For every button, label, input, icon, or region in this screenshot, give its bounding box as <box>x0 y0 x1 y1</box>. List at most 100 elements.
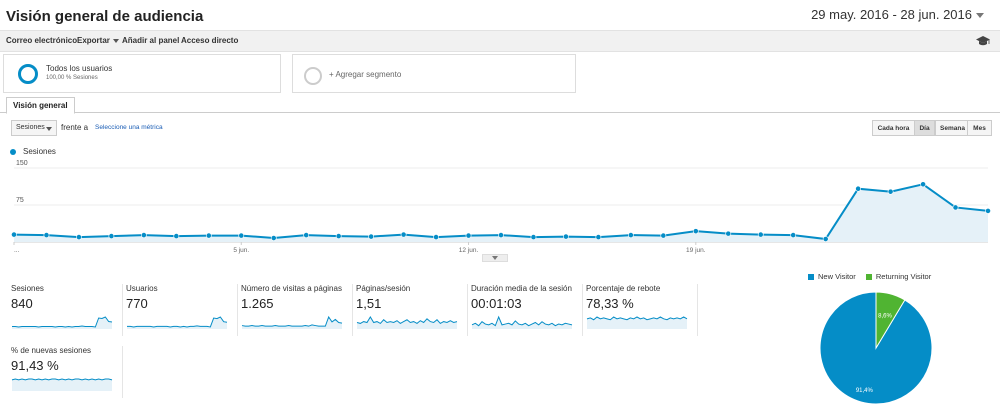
data-point[interactable] <box>140 232 147 238</box>
metric-card[interactable]: Sesiones 840 <box>11 284 123 336</box>
y-tick-label: 150 <box>16 160 28 167</box>
data-point[interactable] <box>238 232 245 239</box>
granularity-month-button[interactable]: Mes <box>967 120 992 136</box>
chart-expand-handle[interactable] <box>482 254 508 262</box>
metric-select-value: Sesiones <box>16 124 45 131</box>
data-point[interactable] <box>498 232 504 238</box>
metric-card[interactable]: Porcentaje de rebote 78,33 % <box>586 284 698 336</box>
granularity-week-button[interactable]: Semana <box>935 120 968 136</box>
data-point[interactable] <box>563 233 569 240</box>
metric-label: Duración media de la sesión <box>471 284 572 293</box>
data-point[interactable] <box>465 232 472 239</box>
x-tick-label: ... <box>14 247 20 254</box>
metric-sparkline <box>11 378 113 391</box>
data-point[interactable] <box>173 233 180 239</box>
pie-slice[interactable] <box>875 291 906 350</box>
chart-legend: Sesiones <box>10 147 56 156</box>
legend-returning-visitor: Returning Visitor <box>875 272 932 281</box>
x-tick-label: 19 jun. <box>686 247 706 254</box>
page-title: Visión general de audiencia <box>6 8 204 25</box>
metric-label: Páginas/sesión <box>356 284 411 293</box>
add-to-dashboard-button[interactable]: Añadir al panel <box>122 36 180 45</box>
data-point[interactable] <box>43 232 50 238</box>
data-point[interactable] <box>952 204 959 211</box>
segment-bar: Todos los usuarios 100,00 % Sesiones + A… <box>0 52 1000 96</box>
chart-controls: Sesiones frente a Seleccione una métrica… <box>0 118 1000 140</box>
metric-label: Número de visitas a páginas <box>241 284 342 293</box>
segment-all-users[interactable]: Todos los usuarios 100,00 % Sesiones <box>3 54 281 93</box>
data-point[interactable] <box>108 233 115 239</box>
data-point[interactable] <box>822 236 829 242</box>
date-range-picker[interactable]: 29 may. 2016 - 28 jun. 2016 <box>811 7 984 22</box>
metric-sparkline <box>12 316 113 329</box>
data-point[interactable] <box>335 233 342 239</box>
x-tick-label: 12 jun. <box>459 247 479 254</box>
page-header: Visión general de audiencia 29 may. 2016… <box>0 0 1000 30</box>
metric-value: 91,43 % <box>11 358 59 373</box>
shortcut-button[interactable]: Acceso directo <box>181 36 239 45</box>
data-point[interactable] <box>368 233 375 240</box>
data-point[interactable] <box>660 232 667 239</box>
metric-value: 78,33 % <box>586 296 634 311</box>
sessions-line-chart: 75 150... 5 jun. 12 jun. 19 jun. <box>11 160 991 254</box>
granularity-day-button[interactable]: Día <box>914 120 935 136</box>
granularity-hourly-button[interactable]: Cada hora <box>872 120 915 136</box>
metric-label: % de nuevas sesiones <box>11 346 92 355</box>
data-point[interactable] <box>11 231 17 238</box>
data-point[interactable] <box>855 185 862 192</box>
visitor-type-pie-chart: 91,4% 8,6% <box>819 291 933 405</box>
export-button[interactable]: Exportar <box>77 36 119 45</box>
data-point[interactable] <box>270 235 277 241</box>
data-point[interactable] <box>985 208 991 214</box>
metric-card[interactable]: Páginas/sesión 1,51 <box>356 284 468 336</box>
metric-card[interactable]: Usuarios 770 <box>126 284 238 336</box>
metric-sparkline <box>356 316 458 329</box>
metric-card[interactable]: Número de visitas a páginas 1.265 <box>241 284 353 336</box>
add-segment-button[interactable]: + Agregar segmento <box>292 54 576 93</box>
data-point[interactable] <box>433 234 439 240</box>
metric-card[interactable]: % de nuevas sesiones 91,43 % <box>11 346 123 398</box>
chevron-down-icon <box>46 127 52 131</box>
data-point[interactable] <box>400 231 407 238</box>
metric-label: Usuarios <box>126 284 158 293</box>
metric-value: 1,51 <box>356 296 382 311</box>
data-point[interactable] <box>530 234 537 240</box>
data-point[interactable] <box>692 228 699 235</box>
returning-visitor-swatch <box>865 274 872 281</box>
metric-value: 770 <box>126 296 148 311</box>
metric-sparkline <box>241 315 343 329</box>
x-tick-label: 5 jun. <box>233 247 249 254</box>
metric-sparkline <box>127 316 228 329</box>
select-metric-link[interactable]: Seleccione una métrica <box>95 124 163 131</box>
y-tick-label: 75 <box>16 197 24 204</box>
data-point[interactable] <box>76 234 82 240</box>
chevron-down-icon <box>976 13 984 19</box>
data-point[interactable] <box>920 181 926 188</box>
metric-select[interactable]: Sesiones <box>11 120 57 136</box>
email-button[interactable]: Correo electrónico <box>6 36 78 45</box>
empty-ring-icon <box>304 67 322 85</box>
data-point[interactable] <box>725 230 732 237</box>
pie-slice-label: 8,6% <box>878 314 892 320</box>
data-point[interactable] <box>757 231 764 238</box>
metric-value: 840 <box>11 296 33 311</box>
data-point[interactable] <box>595 234 602 240</box>
metric-sparkline <box>586 316 688 329</box>
metric-sparkline <box>471 315 573 329</box>
new-visitor-swatch <box>808 274 814 281</box>
data-point[interactable] <box>303 232 310 238</box>
graduation-cap-icon[interactable] <box>976 34 990 48</box>
data-point[interactable] <box>790 232 797 238</box>
tab-overview[interactable]: Visión general <box>6 97 75 114</box>
metric-label: Porcentaje de rebote <box>586 284 661 293</box>
legend-new-visitor: New Visitor <box>818 272 856 281</box>
metric-label: Sesiones <box>11 284 44 293</box>
chevron-down-icon <box>492 256 498 260</box>
data-point[interactable] <box>205 232 212 239</box>
pie-legend: New Visitor Returning Visitor <box>808 272 931 281</box>
data-point[interactable] <box>627 232 634 238</box>
metric-card[interactable]: Duración media de la sesión 00:01:03 <box>471 284 583 336</box>
metric-value: 00:01:03 <box>471 296 522 311</box>
legend-series-name: Sesiones <box>23 147 56 156</box>
data-point[interactable] <box>887 188 894 195</box>
